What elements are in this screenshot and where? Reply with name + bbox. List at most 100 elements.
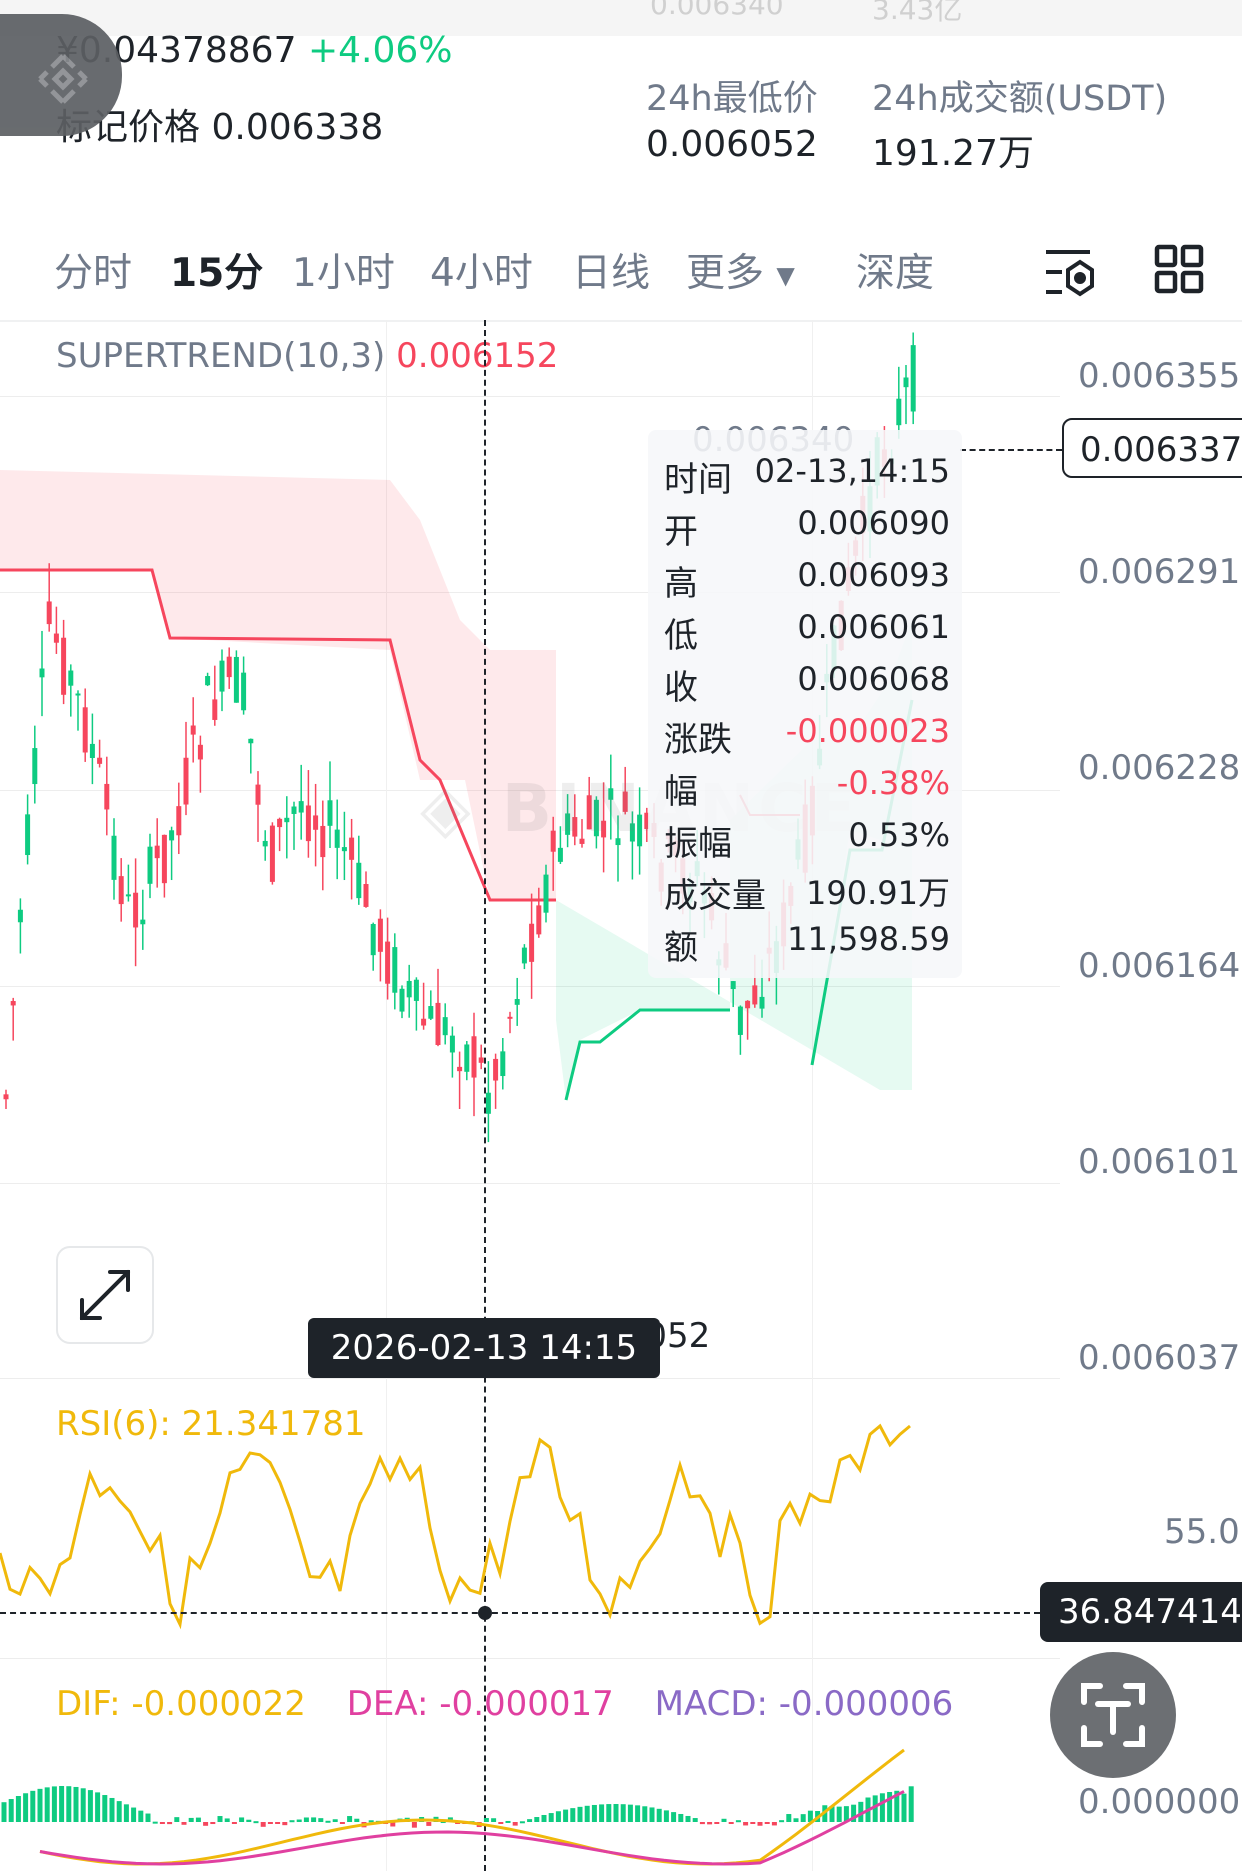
candle-body	[82, 707, 88, 753]
macd-bar	[66, 1786, 72, 1822]
macd-bar	[908, 1786, 914, 1822]
tooltip-open-value: 0.006090	[797, 504, 950, 542]
candle-body	[572, 817, 578, 837]
macd-bar	[771, 1822, 777, 1826]
macd-bar	[599, 1804, 605, 1822]
indicator-settings-icon[interactable]	[1040, 246, 1102, 298]
candle-body	[593, 799, 599, 837]
macd-bar	[807, 1810, 813, 1822]
candle-body	[39, 668, 45, 678]
floating-logo-button[interactable]	[0, 14, 122, 136]
grid-layout-icon[interactable]	[1154, 244, 1204, 294]
macd-bar	[620, 1804, 626, 1822]
macd-bar	[642, 1806, 648, 1822]
scan-text-button[interactable]	[1050, 1652, 1176, 1778]
tab-depth[interactable]: 深度	[856, 251, 935, 296]
tooltip-volume-label: 成交量	[664, 876, 766, 916]
macd-bar	[275, 1822, 281, 1824]
macd-value: MACD: -0.000006	[654, 1684, 954, 1724]
turnover-24h-value: 191.27万	[872, 133, 1034, 174]
candle-body	[205, 676, 211, 686]
y-tick: 0.006101	[1078, 1142, 1241, 1182]
candle-body	[75, 693, 81, 696]
grid-vline	[386, 320, 387, 1871]
candle-body	[622, 791, 628, 812]
macd-bar	[692, 1818, 698, 1822]
macd-bar	[87, 1790, 93, 1822]
candle-body	[435, 1002, 441, 1045]
candle-body	[507, 1016, 513, 1019]
macd-y-tick: 0.000000	[1078, 1782, 1241, 1822]
grid-vline	[812, 320, 813, 1871]
scan-text-icon	[1081, 1683, 1145, 1747]
macd-bar	[721, 1818, 727, 1822]
candle-body	[406, 980, 412, 998]
candle-body	[262, 840, 268, 847]
macd-bar	[311, 1817, 317, 1822]
macd-bar	[411, 1822, 417, 1828]
macd-bar	[368, 1820, 374, 1823]
tab-time[interactable]: 分时	[54, 251, 133, 296]
candle-body	[356, 862, 362, 899]
macd-bar	[527, 1819, 533, 1822]
tab-15m[interactable]: 15分	[170, 251, 264, 296]
expand-button[interactable]	[56, 1246, 154, 1344]
macd-bar	[224, 1818, 230, 1822]
macd-bar	[188, 1817, 194, 1822]
grid-line	[0, 1658, 1060, 1659]
macd-bar	[73, 1786, 79, 1822]
candle-body	[197, 744, 203, 760]
candle-body	[521, 947, 527, 964]
tooltip-low-label: 低	[664, 616, 698, 656]
grid-line	[0, 986, 1060, 987]
candle-body	[226, 656, 232, 678]
tab-more[interactable]: 更多 ▼	[686, 242, 795, 298]
tooltip-change-label: 涨跌	[664, 720, 732, 760]
candle-body	[212, 699, 218, 720]
macd-bar	[131, 1807, 137, 1822]
candle-body	[305, 805, 311, 842]
y-tick: 0.006164	[1078, 946, 1241, 986]
candle-body	[896, 398, 902, 426]
macd-bar	[181, 1822, 187, 1825]
y-tick: 0.006291	[1078, 552, 1241, 592]
candle-body	[277, 818, 283, 828]
macd-bar	[606, 1804, 612, 1822]
candle-body	[269, 825, 275, 882]
macd-bar	[570, 1808, 576, 1822]
candle-body	[730, 981, 736, 990]
macd-bar	[253, 1821, 259, 1824]
macd-bar	[282, 1822, 288, 1826]
candle-body	[385, 941, 391, 984]
low-24h-label: 24h最低价	[646, 79, 818, 119]
macd-bar	[332, 1819, 338, 1822]
tooltip-range-label: 振幅	[664, 824, 732, 864]
macd-dea-line	[39, 1790, 905, 1866]
macd-bar	[591, 1804, 597, 1822]
macd-bar	[498, 1822, 504, 1824]
macd-bar	[555, 1811, 561, 1822]
macd-bar	[671, 1812, 677, 1822]
candle-body	[154, 845, 160, 859]
macd-bar	[109, 1797, 115, 1822]
candle-body	[449, 1035, 455, 1053]
candle-body	[176, 806, 182, 836]
macd-bar	[779, 1820, 785, 1823]
macd-bar	[195, 1817, 201, 1822]
candle-body	[903, 377, 909, 388]
candle-body	[133, 892, 139, 928]
candle-body	[320, 825, 326, 858]
macd-bar	[534, 1817, 540, 1822]
macd-bar	[102, 1795, 108, 1822]
tab-daily[interactable]: 日线	[572, 251, 651, 296]
tab-4h[interactable]: 4小时	[430, 251, 533, 296]
tooltip-amp-value: -0.38%	[836, 764, 950, 802]
macd-bar	[260, 1822, 266, 1827]
tooltip-time-label: 时间	[664, 460, 732, 500]
tab-1h[interactable]: 1小时	[292, 251, 395, 296]
macd-bar	[829, 1806, 835, 1822]
candle-body	[190, 725, 196, 735]
supertrend-down-line	[0, 568, 556, 902]
rsi-label: RSI(6): 21.341781	[56, 1404, 366, 1444]
rsi-line	[0, 1423, 911, 1630]
